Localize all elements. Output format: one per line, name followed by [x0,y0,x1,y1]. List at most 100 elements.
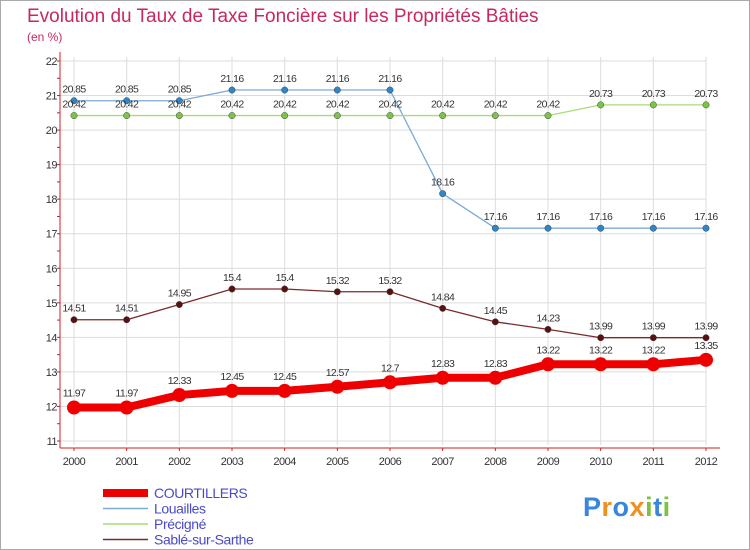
data-label-courtillers: 11.97 [63,387,86,399]
data-label-sabl-sur-sarthe: 14.84 [431,291,455,303]
data-point-sabl-sur-sarthe [175,301,183,308]
x-tick-label: 2010 [589,456,612,468]
data-point-pr-cign- [597,101,605,109]
data-label-sabl-sur-sarthe: 14.23 [536,312,560,324]
x-tick-label: 2009 [537,456,560,468]
data-point-pr-cign- [70,112,78,120]
data-label-pr-cign-: 20.42 [326,99,350,111]
data-label-courtillers: 12.83 [431,358,455,370]
y-tick-label: 20 [46,125,58,137]
data-point-sabl-sur-sarthe [281,285,289,293]
y-tick-label: 21 [46,91,58,103]
data-point-louailles [281,86,289,94]
legend-label-pr-cign-: Précigné [154,516,207,532]
data-point-sabl-sur-sarthe [597,334,605,342]
data-point-courtillers [172,388,187,403]
data-point-sabl-sur-sarthe [491,318,499,326]
data-point-louailles [544,224,552,232]
data-label-louailles: 21.16 [378,73,402,85]
data-label-courtillers: 12.45 [220,371,244,383]
data-label-sabl-sur-sarthe: 15.32 [326,275,350,287]
data-point-pr-cign- [123,112,131,120]
data-label-sabl-sur-sarthe: 13.99 [642,321,666,333]
data-label-courtillers: 11.97 [115,387,138,399]
data-label-courtillers: 13.22 [642,344,666,356]
legend-label-louailles: Louailles [154,501,206,517]
data-point-louailles [70,97,78,105]
unit-label: (en %) [27,30,62,44]
data-point-courtillers [225,383,239,398]
data-label-sabl-sur-sarthe: 13.99 [694,321,718,333]
data-label-courtillers: 13.22 [589,344,613,356]
x-tick-label: 2008 [484,456,507,468]
data-point-courtillers [330,379,345,394]
data-label-louailles: 21.16 [273,73,297,85]
data-labels: 20.85 20.85 20.85 21.16 21.16 21.16 21.16 18.16… [62,73,719,399]
data-label-pr-cign-: 20.42 [62,99,86,111]
data-point-sabl-sur-sarthe [649,334,657,342]
data-label-sabl-sur-sarthe: 15.4 [223,272,242,284]
grid [60,57,707,445]
data-label-louailles: 17.16 [694,211,718,223]
data-point-louailles [333,86,341,94]
data-label-louailles: 21.16 [326,73,350,85]
data-point-pr-cign- [175,112,183,120]
y-tick-label: 12 [46,401,58,413]
data-point-sabl-sur-sarthe [439,304,447,312]
data-label-courtillers: 12.33 [168,375,192,387]
axes: 11 12 13 14 15 16 17 18 19 20 21 22 2000 2001 2002 2003… [46,52,720,468]
data-label-louailles: 20.85 [168,84,192,96]
data-point-pr-cign- [649,101,657,109]
data-label-pr-cign-: 20.73 [642,88,666,100]
data-label-louailles: 17.16 [536,211,560,223]
x-tick-label: 2001 [115,456,138,468]
data-point-sabl-sur-sarthe [333,288,341,296]
data-point-sabl-sur-sarthe [544,325,552,333]
data-point-sabl-sur-sarthe [386,288,394,296]
x-tick-label: 2005 [326,456,349,468]
data-label-pr-cign-: 20.42 [536,99,560,111]
data-label-sabl-sur-sarthe: 14.95 [168,288,192,300]
data-point-louailles [175,97,183,105]
data-point-sabl-sur-sarthe [70,316,78,324]
data-label-sabl-sur-sarthe: 14.51 [62,303,86,315]
data-label-pr-cign-: 20.42 [220,99,244,111]
data-label-courtillers: 13.22 [536,344,560,356]
data-label-pr-cign-: 20.42 [273,99,297,111]
data-label-sabl-sur-sarthe: 14.51 [115,303,139,315]
x-tick-label: 2011 [643,456,665,468]
data-point-louailles [491,224,499,232]
data-point-louailles [597,224,605,232]
data-label-sabl-sur-sarthe: 13.99 [589,321,613,333]
chart-title: Evolution du Taux de Taxe Foncière sur l… [27,6,539,27]
y-tick-label: 22 [46,56,58,68]
data-point-pr-cign- [544,112,552,120]
data-point-pr-cign- [439,112,447,120]
data-point-courtillers [488,370,503,385]
data-point-courtillers [67,400,81,415]
data-label-sabl-sur-sarthe: 15.32 [378,275,402,287]
data-point-pr-cign- [491,112,499,120]
legend-label-sabl-sur-sarthe: Sablé-sur-Sarthe [154,532,254,548]
logo-text: Proxiti [583,492,671,522]
data-label-sabl-sur-sarthe: 14.45 [484,305,508,317]
data-point-pr-cign- [281,112,289,120]
data-label-louailles: 20.85 [115,84,139,96]
data-point-courtillers [646,357,661,372]
y-tick-label: 11 [47,436,58,448]
data-point-louailles [228,86,236,94]
data-label-courtillers: 12.57 [326,367,350,379]
legend: COURTILLERSLouaillesPrécignéSablé-sur-Sa… [103,485,254,548]
data-label-courtillers: 12.45 [273,371,297,383]
data-label-louailles: 17.16 [484,211,508,223]
data-label-courtillers: 13.35 [694,340,718,352]
data-label-louailles: 21.16 [220,73,244,85]
y-tick-label: 18 [46,194,58,206]
data-label-courtillers: 12.7 [381,362,400,374]
data-label-louailles: 18.16 [431,177,455,189]
data-label-louailles: 17.16 [642,211,666,223]
x-tick-label: 2007 [431,456,454,468]
data-point-pr-cign- [702,101,710,109]
data-point-courtillers [541,357,555,372]
data-label-pr-cign-: 20.42 [431,99,455,111]
